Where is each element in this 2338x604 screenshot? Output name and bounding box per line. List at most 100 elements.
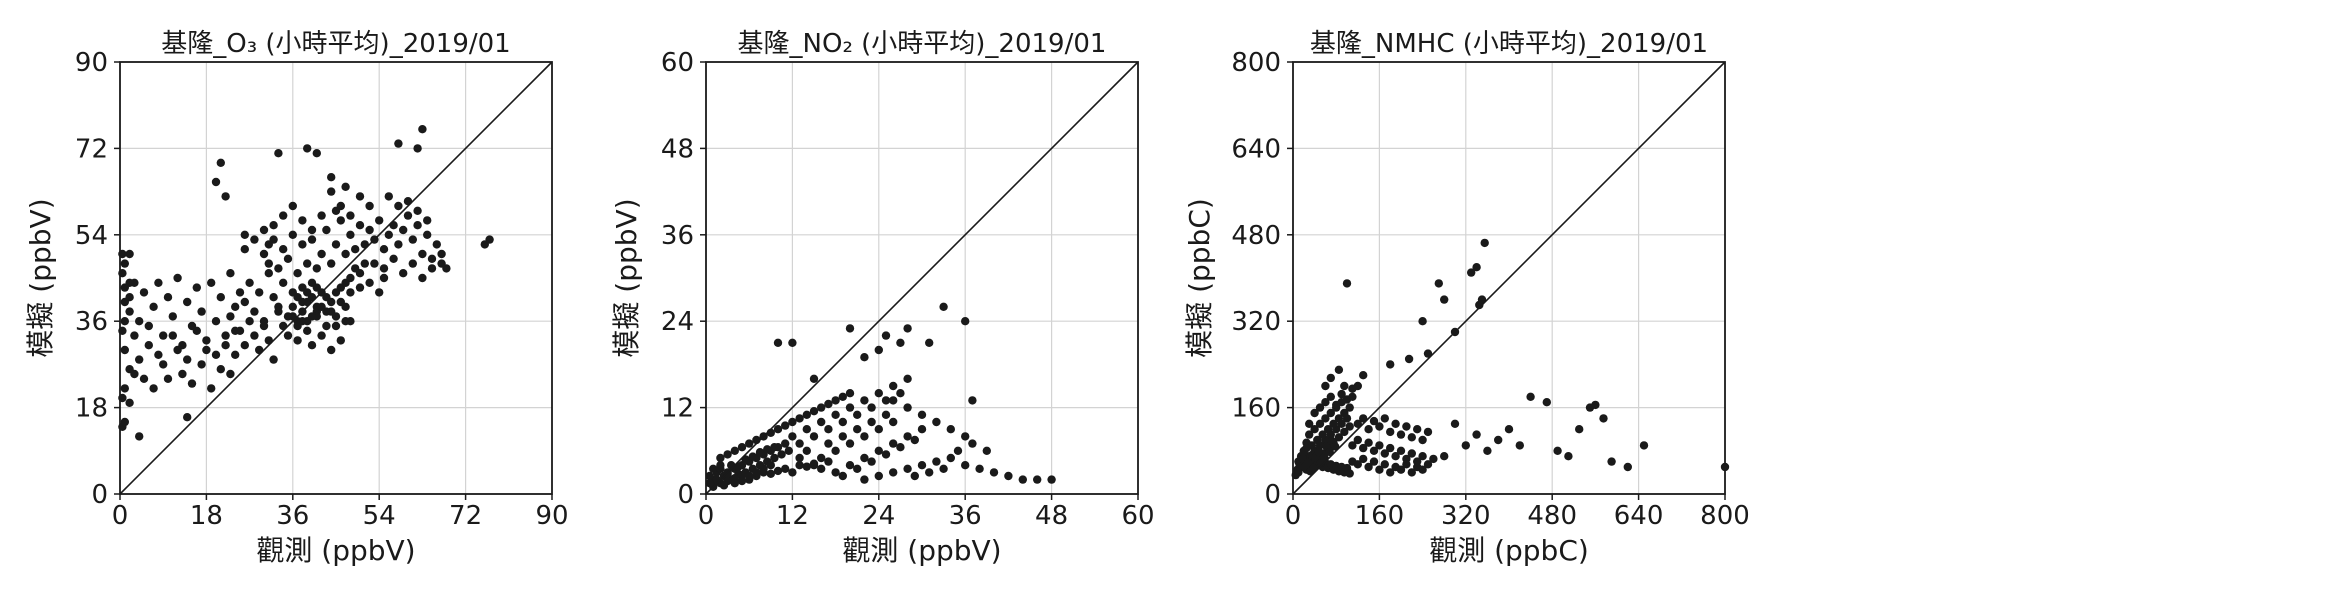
data-point [139,374,149,383]
data-point [946,453,955,463]
data-point [207,278,216,287]
data-point [1353,419,1363,428]
data-point [896,443,905,452]
data-point [755,448,765,457]
data-point [279,211,288,220]
data-point [1359,454,1368,464]
data-point [1413,425,1422,434]
data-point [817,453,826,463]
data-point [312,149,321,158]
data-point [1386,468,1395,477]
data-point [418,249,427,259]
data-point [1369,416,1379,426]
data-point [341,249,350,259]
data-point [336,216,345,225]
data-point [125,307,134,316]
y-tick-label: 18 [75,394,108,424]
data-point [1326,373,1336,383]
data-point [418,125,427,134]
data-point [135,432,144,441]
data-point [1359,414,1368,423]
data-point [723,469,732,479]
data-point [135,355,144,364]
data-point [274,149,283,158]
data-point [1353,460,1363,469]
data-point [1407,468,1417,477]
data-point [831,410,840,419]
data-point [341,182,350,191]
data-point [269,293,278,302]
data-point [1309,463,1318,473]
data-point [860,353,869,362]
plot-frame [119,61,553,495]
data-point [889,468,898,477]
data-point [881,331,891,340]
data-point [288,201,297,211]
data-point [1320,453,1329,462]
data-point [860,396,869,405]
data-point [824,399,833,409]
data-point [1369,446,1379,455]
data-point [874,446,883,455]
data-point [370,259,379,268]
data-point [1380,414,1390,423]
data-point [1326,408,1336,418]
data-point [1318,430,1327,439]
data-point [245,317,254,326]
data-point [1396,430,1406,439]
data-point [259,225,269,235]
data-point [1342,279,1352,288]
data-point [399,269,408,278]
data-point [331,288,341,297]
data-point [1314,447,1324,457]
data-point [1342,395,1352,404]
data-points [1291,238,1730,480]
data-point [853,464,862,473]
data-point [202,336,211,345]
data-point [485,235,494,244]
data-point [250,307,259,316]
data-point [207,384,216,393]
data-point [264,259,273,268]
x-tick-label: 72 [449,501,482,531]
data-point [327,187,336,196]
data-point [197,307,206,316]
data-point [269,221,278,230]
x-tick-label: 24 [862,501,895,531]
data-point [737,476,747,486]
y-tick-label: 24 [661,307,694,337]
data-point [187,379,197,388]
data-point [838,471,847,481]
grid-lines [706,62,1138,494]
data-point [781,464,790,473]
data-point [853,425,862,434]
data-point [327,259,336,268]
data-point [1348,441,1357,450]
x-tick-label: 0 [112,501,129,531]
data-point [1440,295,1449,304]
data-point [427,264,437,273]
data-point [1326,392,1336,401]
data-point [312,264,321,273]
data-point [1315,403,1325,412]
chart-title: 基隆_NO₂ (小時平均)_2019/01 [738,29,1107,59]
data-point [889,439,898,448]
x-tick-label: 0 [1285,501,1302,531]
data-point [982,446,991,455]
data-point [766,461,775,470]
data-point [770,453,779,463]
data-point [183,413,192,422]
x-axis-label: 觀測 (ppbV) [256,534,415,567]
data-point [953,446,963,455]
data-point [154,278,163,287]
data-point [788,432,797,441]
data-point [360,259,369,268]
data-point [307,235,317,244]
data-point [149,384,158,393]
data-point [178,369,187,379]
data-point [144,321,153,331]
data-point [120,259,129,268]
data-point [269,355,278,364]
y-tick-label: 54 [75,221,108,251]
